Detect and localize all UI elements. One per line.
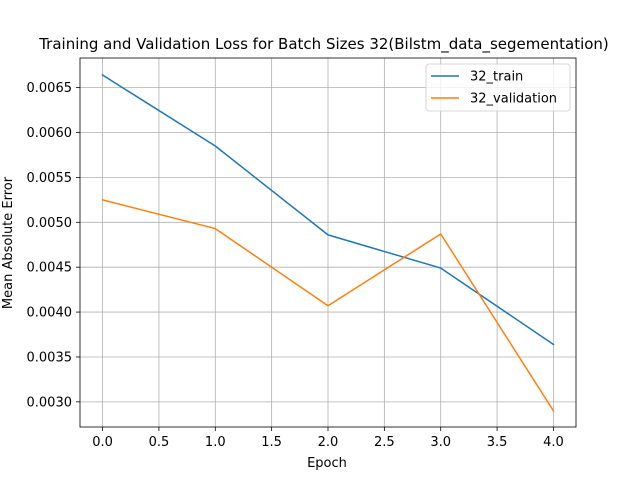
y-tick-label: 0.0050 (27, 216, 73, 231)
x-tick-label: 3.0 (430, 435, 451, 450)
x-tick-label: 1.0 (205, 435, 226, 450)
y-tick-label: 0.0035 (27, 350, 73, 365)
x-tick-label: 2.0 (318, 435, 339, 450)
tick-labels: 0.0 0.5 1.0 1.5 2.0 2.5 3.0 3.5 4.0 0.0030 0.0035 0… (27, 81, 564, 450)
chart-title: Training and Validation Loss for Batch S… (38, 35, 609, 54)
series-line-32_validation (101, 198, 555, 412)
legend-label: 32_train (470, 70, 523, 85)
legend-label: 32_validation (470, 92, 557, 107)
y-tick-label: 0.0065 (27, 81, 73, 96)
y-tick-label: 0.0040 (27, 306, 73, 321)
x-tick-label: 4.0 (543, 435, 564, 450)
x-tick-label: 2.5 (374, 435, 395, 450)
x-tick-label: 3.5 (487, 435, 508, 450)
x-tick-label: 0.5 (149, 435, 170, 450)
y-tick-label: 0.0060 (27, 126, 73, 141)
y-tick-label: 0.0030 (27, 395, 73, 410)
data-series (101, 74, 555, 412)
x-axis-label: Epoch (307, 456, 347, 471)
x-tick-label: 0.0 (92, 435, 113, 450)
axes (76, 57, 577, 431)
x-tick-label: 1.5 (261, 435, 282, 450)
y-tick-label: 0.0055 (27, 171, 73, 186)
grid-lines (80, 58, 576, 427)
plot-frame (79, 57, 577, 428)
y-axis-label: Mean Absolute Error (1, 176, 16, 309)
legend: 32_train 32_validation (425, 63, 571, 112)
legend-box (425, 63, 571, 112)
y-tick-label: 0.0045 (27, 261, 73, 276)
